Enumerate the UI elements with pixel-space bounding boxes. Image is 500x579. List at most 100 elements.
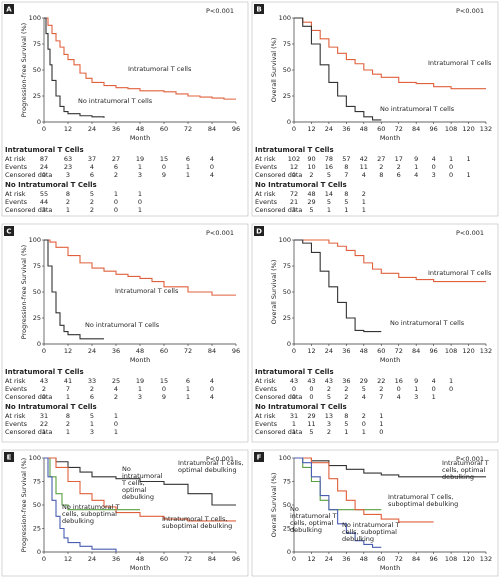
x-tick-label: 24 (88, 125, 96, 133)
table-cell: 29 (360, 377, 368, 385)
table-cell: 9 (162, 171, 166, 179)
p-value: P<0.001 (456, 229, 484, 237)
table-cell: 6 (186, 155, 190, 163)
y-tick-label: 0 (287, 340, 291, 348)
survival-curve (294, 457, 382, 511)
p-value: P<0.001 (456, 7, 484, 15)
table-cell: 0 (309, 385, 313, 393)
table-cell: 16 (325, 163, 333, 171)
y-tick-label: 0 (37, 118, 41, 126)
table-row-label: Events (5, 163, 28, 171)
curve-label: Intratumoral T cells, suboptimal debulki… (388, 493, 459, 508)
table-cell: 0 (162, 163, 166, 171)
table-cell: 27 (377, 155, 385, 163)
y-axis-label: Progression-free Survival (%) (20, 245, 28, 339)
table-cell: 2 (90, 385, 94, 393)
table-cell: 5 (362, 385, 366, 393)
table-cell: 1 (379, 420, 383, 428)
survival-curve (294, 457, 486, 478)
panel-badge (4, 226, 14, 236)
table-cell: 1 (186, 163, 190, 171)
y-tick-label: 0 (37, 340, 41, 348)
x-tick-label: 120 (462, 555, 474, 563)
table-cell: 0 (449, 163, 453, 171)
table-cell: 31 (40, 412, 48, 420)
x-tick-label: 96 (429, 555, 437, 563)
table-cell: 8 (344, 190, 348, 198)
panel-letter: F (257, 454, 262, 462)
table-cell: 8 (344, 412, 348, 420)
table-cell: 6 (114, 163, 118, 171)
table-cell: 17 (395, 155, 403, 163)
table-group-title: No Intratumoral T Cells (255, 181, 347, 189)
table-cell: 5 (309, 206, 313, 214)
table-cell: 4 (114, 385, 118, 393)
table-row-label: Events (5, 420, 28, 428)
survival-curve (44, 457, 236, 522)
table-cell: 48 (307, 190, 315, 198)
x-tick-label: 72 (184, 125, 192, 133)
x-tick-label: 36 (112, 125, 120, 133)
table-cell: 33 (88, 377, 96, 385)
table-cell: 3 (138, 171, 142, 179)
x-tick-label: 60 (377, 347, 385, 355)
table-cell: 0 (432, 163, 436, 171)
x-tick-label: 84 (412, 555, 420, 563)
table-cell: 0 (397, 385, 401, 393)
panel-letter: A (6, 6, 12, 14)
table-cell: 0 (210, 385, 214, 393)
y-tick-label: 0 (287, 118, 291, 126)
table-cell: 0 (449, 171, 453, 179)
table-cell: 36 (342, 377, 350, 385)
x-tick-label: 96 (429, 125, 437, 133)
y-axis-label: Progression-free Survival (%) (20, 23, 28, 117)
table-cell: 0 (162, 385, 166, 393)
survival-curve (44, 457, 117, 552)
table-cell: 43 (290, 377, 298, 385)
x-axis-label: Month (380, 134, 400, 142)
survival-curve (44, 239, 104, 340)
table-cell: 1 (186, 393, 190, 401)
table-cell: 2 (344, 393, 348, 401)
x-tick-label: 0 (292, 347, 296, 355)
table-row-label: At risk (5, 155, 26, 163)
table-cell: 22 (377, 377, 385, 385)
survival-curve (44, 239, 236, 296)
table-cell: 21 (290, 198, 298, 206)
x-tick-label: 12 (307, 555, 315, 563)
table-cell: 15 (160, 377, 168, 385)
table-cell: 13 (325, 412, 333, 420)
y-axis-label: Overall Survival (%) (270, 38, 278, 103)
table-cell: 31 (290, 412, 298, 420)
table-cell: 87 (40, 155, 48, 163)
table-cell: 1 (414, 385, 418, 393)
x-tick-label: 0 (292, 555, 296, 563)
x-tick-label: 12 (307, 347, 315, 355)
table-cell: 3 (414, 393, 418, 401)
table-row-label: At risk (5, 190, 26, 198)
p-value: P<0.001 (456, 455, 484, 463)
table-cell: 0 (114, 198, 118, 206)
y-tick-label: 75 (283, 40, 291, 48)
table-row-label: Events (5, 385, 28, 393)
x-axis-label: Month (130, 134, 150, 142)
table-cell: 2 (90, 198, 94, 206)
table-cell: 1 (114, 428, 118, 436)
table-cell: 8 (379, 171, 383, 179)
table-cell: 42 (360, 155, 368, 163)
table-cell: 0 (114, 420, 118, 428)
table-cell: 1 (90, 420, 94, 428)
table-row-label: At risk (5, 377, 26, 385)
table-cell: 37 (88, 155, 96, 163)
x-tick-label: 48 (360, 555, 368, 563)
table-cell: 1 (449, 155, 453, 163)
table-cell: 1 (466, 171, 470, 179)
table-group-title: No Intratumoral T Cells (5, 403, 97, 411)
table-cell: 1 (66, 393, 70, 401)
x-tick-label: 12 (64, 125, 72, 133)
panel-border (1, 1, 249, 217)
survival-curve (44, 17, 105, 118)
x-tick-label: 108 (445, 555, 457, 563)
table-cell: 14 (325, 190, 333, 198)
